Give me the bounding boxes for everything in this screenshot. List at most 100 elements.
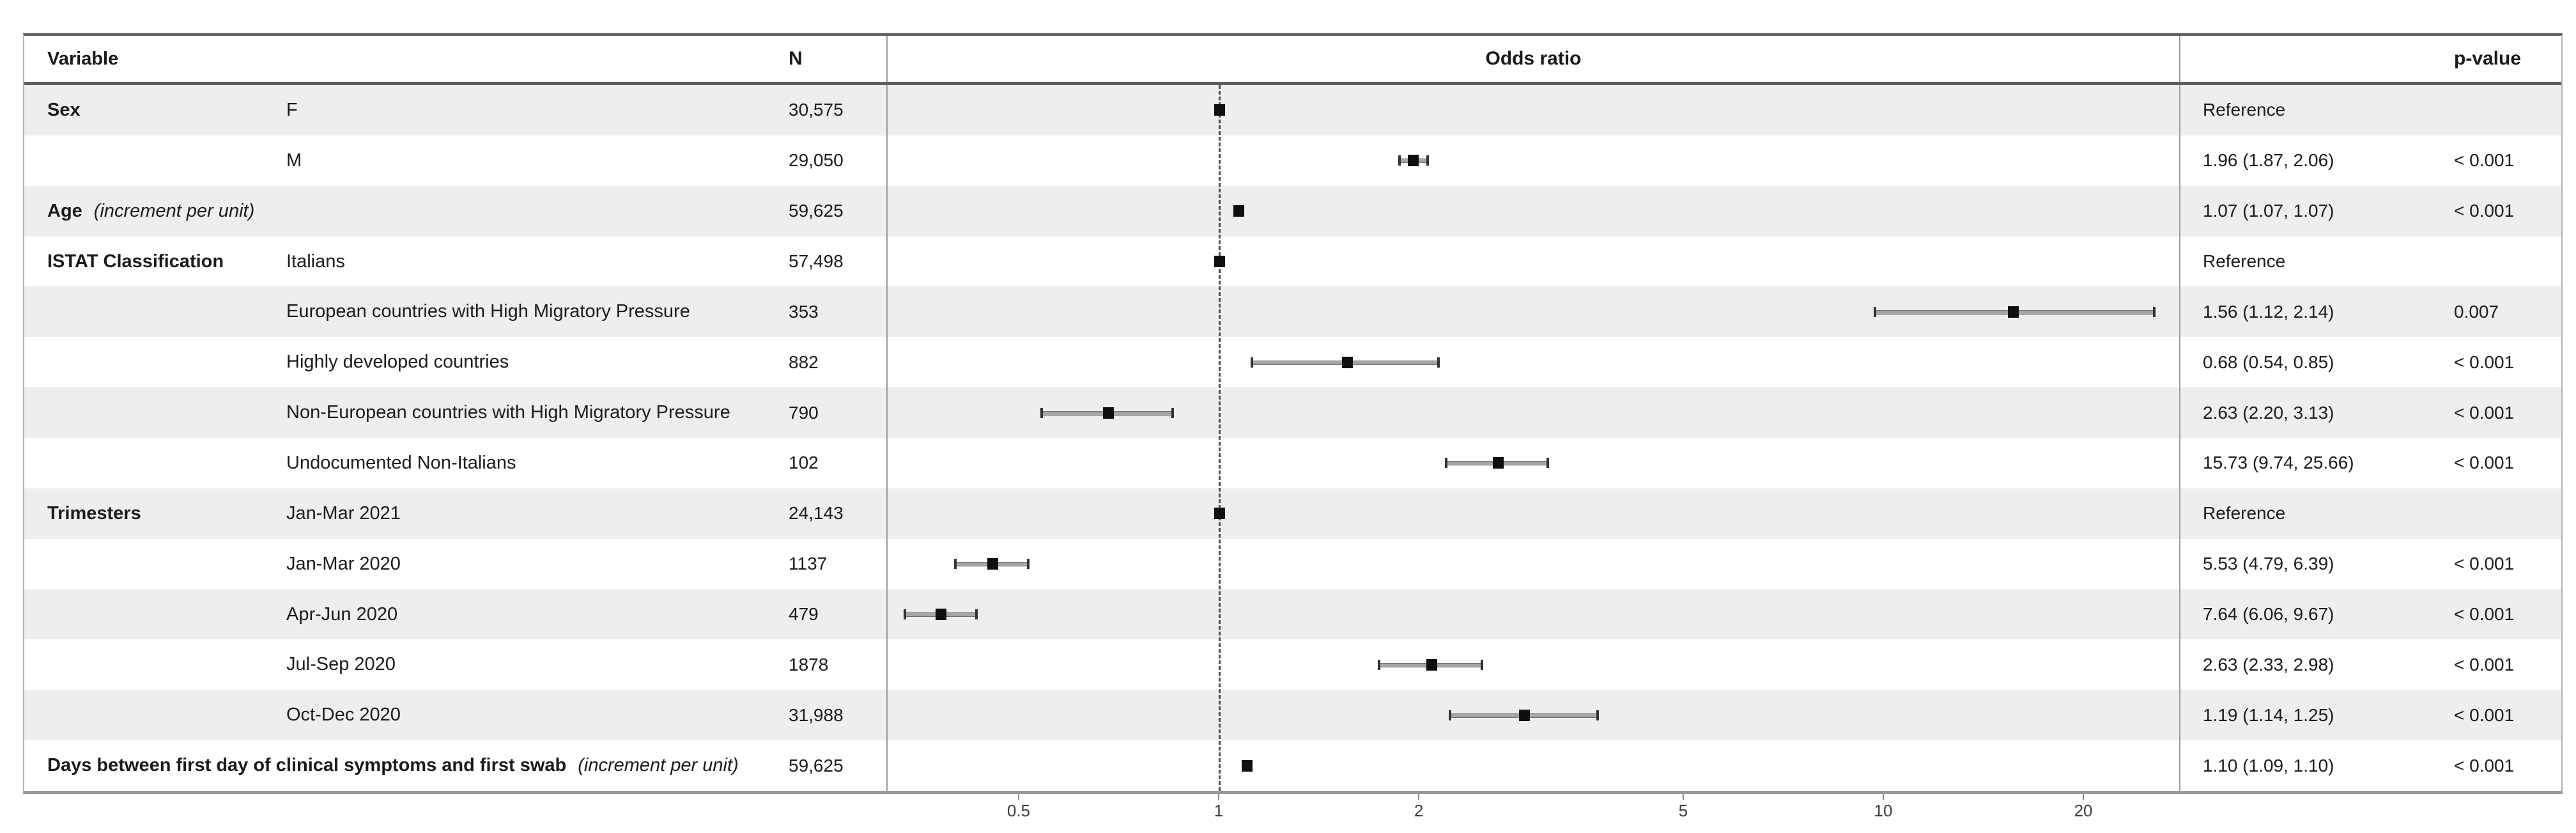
ci-cap-low — [1449, 710, 1452, 720]
estimate-cell: 15.73 (9.74, 25.66) — [2203, 453, 2354, 473]
estimate-cell: 1.07 (1.07, 1.07) — [2203, 201, 2334, 221]
forest-row: Trimesters Jan-Mar 2021 24,143 Reference — [24, 488, 2561, 539]
table-body: Sex F 30,575 Reference M 29,050 1.96 (1.87, 2.… — [24, 85, 2561, 791]
plot-cell — [886, 337, 2180, 388]
forest-row: Jan-Mar 2020 1137 5.53 (4.79, 6.39) < 0.001 — [24, 538, 2561, 589]
plot-cell — [886, 740, 2180, 791]
level-label-cell: European countries with High Migratory P… — [286, 301, 690, 322]
variable-group-cell: Trimesters — [24, 488, 286, 539]
table-header-row: Variable N Odds ratio p-value — [24, 36, 2561, 85]
p-value-cell: < 0.001 — [2454, 352, 2515, 372]
axis-tick — [1218, 794, 1220, 800]
variable-group-note: (increment per unit) — [578, 755, 739, 776]
estimate-cell: 7.64 (6.06, 9.67) — [2203, 604, 2334, 625]
level-label-cell: Oct-Dec 2020 — [286, 705, 401, 726]
header-n: N — [789, 48, 803, 69]
header-variable: Variable — [47, 48, 119, 69]
forest-row: Apr-Jun 2020 479 7.64 (6.06, 9.67) < 0.001 — [24, 589, 2561, 640]
plot-cell — [886, 387, 2180, 439]
p-value-cell: < 0.001 — [2454, 201, 2515, 221]
estimate-cell: Reference — [2203, 251, 2286, 271]
forest-row: Highly developed countries 882 0.68 (0.54,… — [24, 337, 2561, 388]
axis-tick — [2083, 794, 2085, 800]
header-odds-ratio: Odds ratio — [886, 36, 2180, 82]
plot-cell — [886, 135, 2180, 186]
n-cell: 31,988 — [789, 705, 844, 725]
ci-cap-low — [953, 559, 957, 570]
forest-row: M 29,050 1.96 (1.87, 2.06) < 0.001 — [24, 135, 2561, 186]
estimate-cell: 5.53 (4.79, 6.39) — [2203, 554, 2334, 574]
x-axis: 0.5 1 2 5 10 20 — [24, 794, 2561, 829]
variable-group-cell — [24, 690, 286, 740]
p-value-cell: < 0.001 — [2454, 554, 2515, 574]
p-value-cell — [2436, 237, 2564, 287]
ci-cap-low — [904, 609, 907, 620]
variable-group-label: Trimesters — [47, 502, 141, 524]
ci-cap-high — [1026, 559, 1030, 570]
or-marker — [987, 558, 999, 570]
p-value-cell: < 0.001 — [2454, 654, 2515, 674]
variable-group-label: Days between first day of clinical sympt… — [47, 755, 567, 776]
forest-row: Oct-Dec 2020 31,988 1.19 (1.14, 1.25) < 0.0… — [24, 690, 2561, 741]
n-cell: 29,050 — [789, 150, 844, 171]
axis-tick-label: 5 — [1678, 801, 1688, 820]
variable-group-cell — [24, 286, 286, 337]
estimate-cell: 1.19 (1.14, 1.25) — [2203, 705, 2334, 725]
variable-group-cell — [24, 136, 286, 186]
level-label-cell: Undocumented Non-Italians — [286, 452, 516, 473]
n-cell: 30,575 — [789, 100, 844, 120]
plot-cell — [886, 85, 2180, 136]
ci-cap-low — [1377, 659, 1380, 670]
n-cell: 59,625 — [789, 201, 844, 221]
variable-group-cell — [24, 639, 286, 690]
ci-cap-high — [1481, 659, 1484, 670]
header-estimate-spacer — [2180, 36, 2436, 82]
level-label-cell: M — [286, 150, 302, 171]
axis-tick — [1682, 794, 1684, 800]
forest-row: Days between first day of clinical sympt… — [24, 740, 2561, 791]
axis-tick-label: 0.5 — [1006, 801, 1031, 820]
plot-cell — [886, 639, 2180, 690]
variable-group-label: Age — [47, 200, 82, 221]
axis-tick — [1418, 794, 1420, 800]
variable-group-cell: Days between first day of clinical sympt… — [24, 740, 778, 791]
or-marker — [1408, 155, 1419, 167]
axis-tick-label: 10 — [1874, 801, 1893, 820]
level-label-cell: Highly developed countries — [286, 352, 509, 373]
variable-group-note: (increment per unit) — [93, 200, 255, 221]
p-value-cell: 0.007 — [2454, 301, 2499, 322]
p-value-cell: < 0.001 — [2454, 604, 2515, 625]
variable-group-cell: ISTAT Classification — [24, 237, 286, 287]
or-marker — [1241, 759, 1253, 772]
plot-cell — [886, 438, 2180, 488]
ci-cap-high — [975, 609, 978, 620]
forest-row: European countries with High Migratory P… — [24, 286, 2561, 338]
ci-cap-high — [1546, 458, 1550, 469]
ci-cap-high — [2152, 306, 2156, 317]
forest-row: Sex F 30,575 Reference — [24, 85, 2561, 136]
variable-group-cell: Sex — [24, 85, 286, 136]
estimate-cell: 1.10 (1.09, 1.10) — [2203, 755, 2334, 775]
estimate-cell: Reference — [2203, 503, 2286, 524]
axis-tick — [1882, 794, 1884, 800]
forest-row: Undocumented Non-Italians 102 15.73 (9.74,… — [24, 438, 2561, 488]
level-label-cell: Jan-Mar 2021 — [286, 502, 401, 524]
forest-table: Variable N Odds ratio p-value Sex F 30,575… — [23, 33, 2563, 794]
estimate-cell: 2.63 (2.20, 3.13) — [2203, 402, 2334, 423]
level-label-cell — [286, 186, 778, 237]
level-label-cell: F — [286, 99, 298, 120]
estimate-cell: 1.56 (1.12, 2.14) — [2203, 301, 2334, 322]
p-value-cell: < 0.001 — [2454, 705, 2515, 725]
n-cell: 882 — [789, 352, 819, 372]
forest-row: Non-European countries with High Migrato… — [24, 387, 2561, 439]
variable-group-label: ISTAT Classification — [47, 251, 224, 272]
variable-group-cell — [24, 337, 286, 387]
or-marker — [1426, 658, 1438, 671]
or-marker — [935, 609, 946, 621]
n-cell: 59,625 — [789, 755, 844, 775]
p-value-cell: < 0.001 — [2454, 453, 2515, 473]
or-marker — [1518, 709, 1530, 721]
axis-tick — [1017, 794, 1019, 800]
variable-group-cell — [24, 438, 286, 488]
